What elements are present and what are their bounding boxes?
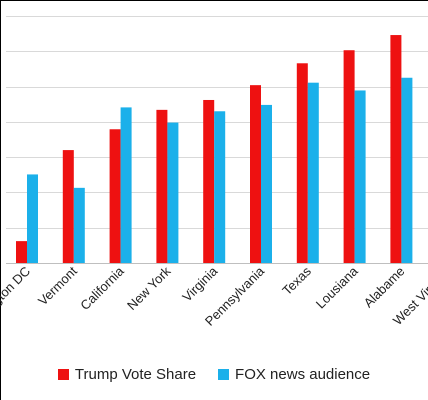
bar-trump-vote-share: [343, 50, 355, 263]
bar-trump-vote-share: [203, 99, 215, 263]
bar-fox-news-audience: [307, 82, 319, 263]
bar-fox-news-audience: [354, 90, 366, 264]
category-label: Lousiana: [313, 263, 361, 311]
category-label: Alabame: [361, 264, 408, 311]
category-label: Texas: [279, 263, 314, 298]
bar-fox-news-audience: [261, 104, 272, 263]
bar-trump-vote-share: [156, 109, 168, 263]
category-label: Vermont: [35, 263, 80, 308]
category-label: New York: [124, 263, 174, 313]
category-label: California: [77, 263, 127, 313]
legend-swatch-fox: [218, 369, 230, 380]
category-label: Virginia: [179, 263, 221, 305]
legend-label-fox: FOX news audience: [235, 366, 371, 383]
legend-swatch-trump: [57, 369, 69, 380]
bar-trump-vote-share: [109, 129, 121, 263]
bar-fox-news-audience: [401, 77, 413, 263]
bar-fox-news-audience: [73, 187, 85, 263]
bar-fox-news-audience: [120, 107, 132, 263]
bar-trump-vote-share: [390, 35, 402, 263]
legend-item-fox: FOX news audience: [218, 366, 370, 383]
bar-fox-news-audience: [167, 122, 179, 263]
bar-fox-news-audience: [214, 111, 226, 264]
bar-trump-vote-share: [62, 150, 74, 263]
bar-trump-vote-share: [16, 241, 27, 263]
legend-item-trump: Trump Vote Share: [57, 366, 197, 383]
bar-trump-vote-share: [250, 85, 261, 263]
legend-label-trump: Trump Vote Share: [74, 366, 197, 383]
category-label: Washington DC: [0, 264, 33, 339]
bar-trump-vote-share: [296, 63, 308, 264]
bar-fox-news-audience: [27, 174, 38, 263]
legend: Trump Vote Share FOX news audience: [0, 366, 428, 383]
